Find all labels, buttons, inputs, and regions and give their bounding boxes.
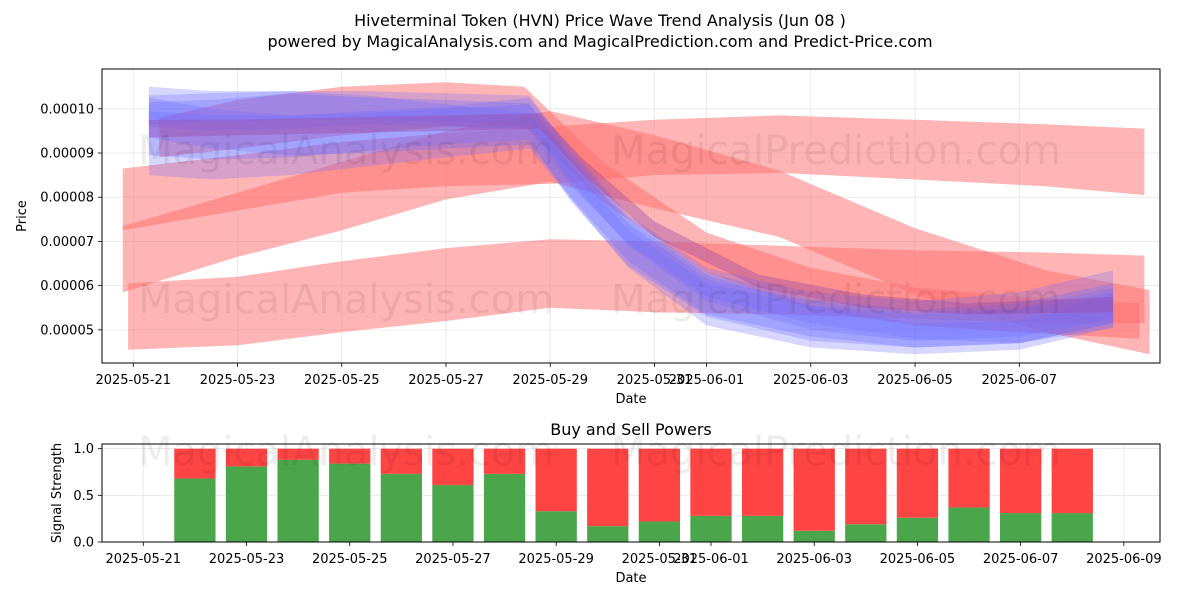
sell-bar	[225, 448, 268, 467]
buy-bar	[535, 511, 577, 542]
signal-x-ticks: 2025-05-21 2025-05-23 2025-05-25 2025-05-27…	[106, 542, 1162, 567]
price-y-tick-label: 0.00006	[40, 279, 94, 294]
signal-x-tick-label: 2025-06-07	[983, 552, 1059, 567]
signal-x-tick-label: 2025-05-21	[106, 552, 182, 567]
buy-bar	[174, 478, 216, 542]
sell-bar	[793, 448, 835, 531]
price-band-blue-2	[148, 86, 1114, 348]
signal-y-tick-label: 0.5	[73, 489, 94, 504]
signal-x-tick-label: 2025-05-29	[518, 552, 594, 567]
price-band-red-3	[122, 111, 1150, 355]
sell-bar	[948, 448, 990, 508]
price-x-tick-label: 2025-05-25	[304, 373, 380, 388]
buy-bar	[587, 526, 629, 542]
buy-bar	[948, 507, 990, 542]
price-x-tick-label: 2025-05-21	[95, 373, 171, 388]
price-x-tick-label: 2025-05-29	[512, 373, 588, 388]
sell-bar	[587, 448, 629, 527]
watermark-top-left: MagicalAnalysis.com	[138, 128, 554, 174]
chart-subtitle: powered by MagicalAnalysis.com and Magic…	[267, 32, 932, 51]
sell-bar	[483, 448, 526, 474]
buy-bar	[690, 515, 732, 542]
buy-bar	[380, 473, 422, 542]
price-band-blue-3	[148, 97, 1114, 355]
sell-bar	[638, 448, 681, 522]
sell-bar	[741, 448, 784, 516]
price-y-tick-label: 0.00005	[40, 323, 94, 338]
price-x-label: Date	[615, 392, 646, 407]
price-x-tick-label: 2025-05-31	[617, 373, 693, 388]
watermark-mid-left: MagicalAnalysis.com	[138, 277, 554, 323]
price-x-ticks: 2025-05-21 2025-05-23 2025-05-25 2025-05-27…	[95, 363, 1057, 388]
buy-bar	[896, 517, 939, 542]
sell-bar	[277, 448, 319, 460]
sell-bar	[329, 448, 371, 464]
signal-y-tick-label: 0.0	[73, 536, 94, 551]
price-y-tick-label: 0.00007	[40, 235, 94, 250]
price-y-tick-label: 0.00008	[40, 191, 94, 206]
buy-bar	[638, 521, 681, 542]
sell-bar	[535, 448, 577, 512]
signal-panel: Buy and Sell Powers MagicalAnalysis.com …	[50, 420, 1162, 586]
signal-plot-frame	[101, 443, 1161, 543]
watermark-top-right: MagicalPrediction.com	[611, 128, 1061, 174]
price-plot-frame	[101, 68, 1161, 364]
signal-y-ticks: 0.0 0.5 1.0	[73, 442, 102, 551]
buy-bar	[225, 466, 268, 542]
price-band-blue-5	[148, 91, 1114, 341]
price-y-tick-label: 0.00010	[40, 102, 94, 117]
signal-y-tick-label: 1.0	[73, 442, 94, 457]
watermark-bottom-left: MagicalAnalysis.com	[138, 429, 554, 475]
signal-x-tick-label: 2025-06-01	[673, 552, 749, 567]
signal-x-tick-label: 2025-06-09	[1086, 552, 1162, 567]
buy-bar	[741, 515, 784, 542]
signal-x-tick-label: 2025-05-25	[312, 552, 388, 567]
price-x-tick-label: 2025-05-23	[200, 373, 276, 388]
price-x-tick-label: 2025-06-01	[669, 373, 745, 388]
signal-x-tick-label: 2025-05-23	[209, 552, 285, 567]
buy-bar	[793, 530, 835, 542]
price-x-tick-label: 2025-05-27	[408, 373, 484, 388]
signal-x-tick-label: 2025-05-31	[622, 552, 698, 567]
price-band-blue-4	[148, 97, 1114, 348]
price-x-tick-label: 2025-06-03	[773, 373, 849, 388]
price-panel: MagicalAnalysis.com MagicalPrediction.co…	[15, 68, 1161, 407]
signal-x-tick-label: 2025-06-03	[776, 552, 852, 567]
signal-x-tick-label: 2025-05-27	[415, 552, 491, 567]
price-x-tick-label: 2025-06-05	[877, 373, 953, 388]
sell-bar	[1051, 448, 1093, 514]
price-band-red-4	[159, 82, 1140, 339]
signal-title: Buy and Sell Powers	[550, 420, 712, 439]
sell-bar	[1000, 448, 1042, 514]
signal-x-tick-label: 2025-06-05	[880, 552, 956, 567]
buy-bar	[1051, 513, 1093, 542]
price-band-purple-core	[148, 113, 1114, 315]
signal-bars	[174, 448, 1093, 542]
sell-bar	[845, 448, 887, 525]
buy-bar	[483, 473, 526, 542]
watermark-bottom-right: MagicalPrediction.com	[611, 429, 1061, 475]
sell-bar	[174, 448, 216, 479]
sell-bar	[432, 448, 474, 486]
signal-x-label: Date	[615, 571, 646, 586]
sell-bar	[380, 448, 422, 474]
price-y-tick-label: 0.00009	[40, 147, 94, 162]
buy-bar	[845, 524, 887, 542]
price-x-tick-label: 2025-06-07	[981, 373, 1057, 388]
chart-title: Hiveterminal Token (HVN) Price Wave Tren…	[354, 11, 846, 30]
buy-bar	[277, 459, 319, 542]
sell-bar	[690, 448, 732, 516]
sell-bar	[896, 448, 939, 518]
buy-bar	[432, 485, 474, 542]
signal-y-label: Signal Strength	[50, 443, 65, 543]
price-y-ticks: 0.00005 0.00006 0.00007 0.00008 0.00009 0.000…	[40, 102, 102, 338]
price-y-label: Price	[15, 200, 30, 232]
buy-bar	[1000, 513, 1042, 542]
watermark-mid-right: MagicalPrediction.com	[611, 277, 1061, 323]
price-band-blue-1	[148, 93, 1114, 344]
price-bands	[122, 82, 1150, 355]
buy-bar	[329, 463, 371, 542]
